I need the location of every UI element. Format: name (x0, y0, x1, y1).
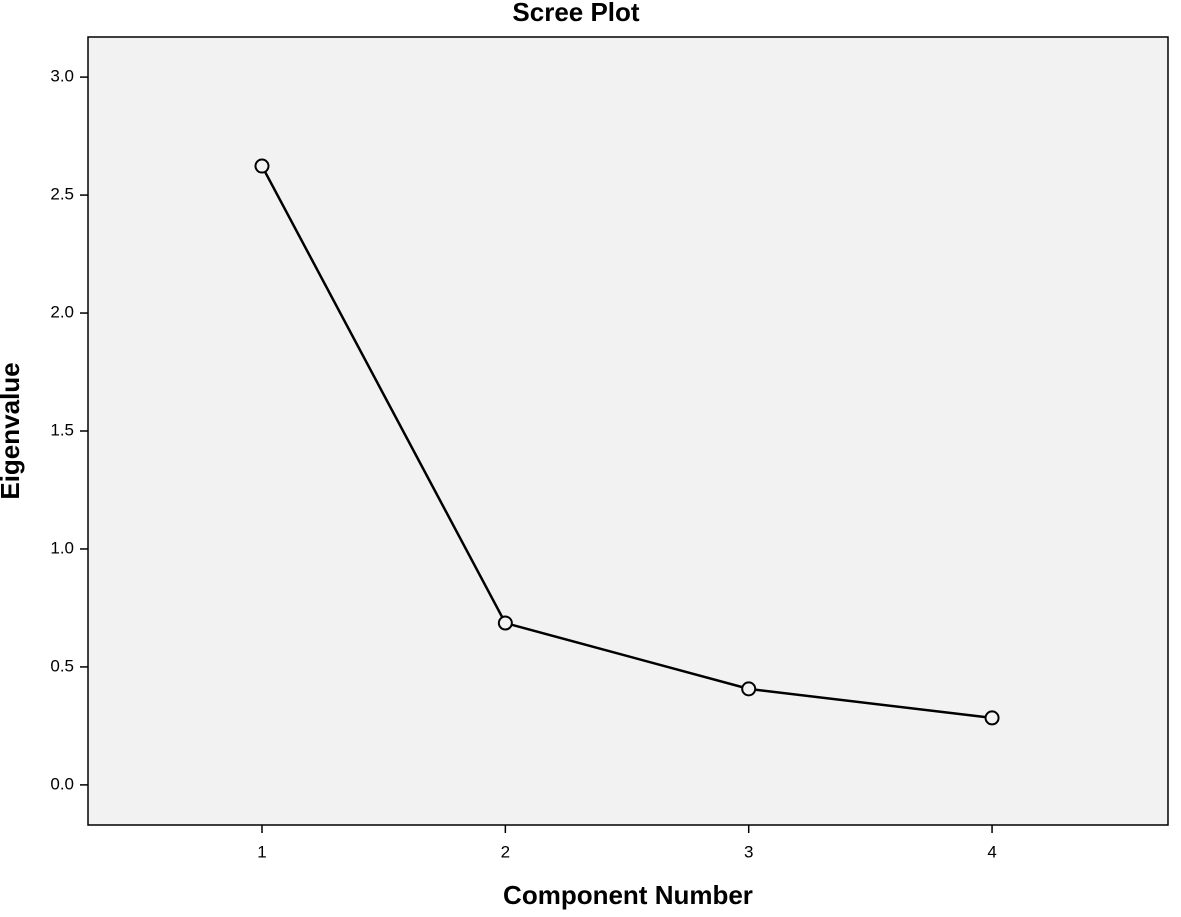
y-tick-label: 3.0 (50, 67, 74, 86)
y-tick-label: 2.5 (50, 185, 74, 204)
data-point (741, 681, 757, 697)
data-point (254, 158, 270, 174)
y-tick-label: 1.0 (50, 538, 74, 557)
data-line (260, 165, 993, 720)
y-tick-label: 0.0 (50, 774, 74, 793)
x-axis-title: Component Number (503, 880, 753, 910)
y-axis-title: Eigenvalue (0, 362, 25, 499)
chart-title: Scree Plot (512, 0, 640, 27)
plot-area (87, 36, 1169, 826)
y-tick-label: 2.0 (50, 303, 74, 322)
y-tick-label: 0.5 (50, 656, 74, 675)
y-tick-label: 1.5 (50, 420, 74, 439)
x-tick-label: 1 (257, 842, 266, 861)
data-point (984, 710, 1000, 726)
x-tick-label: 4 (987, 842, 996, 861)
x-tick-label: 2 (501, 842, 510, 861)
data-point (497, 615, 513, 631)
x-tick-label: 3 (744, 842, 753, 861)
